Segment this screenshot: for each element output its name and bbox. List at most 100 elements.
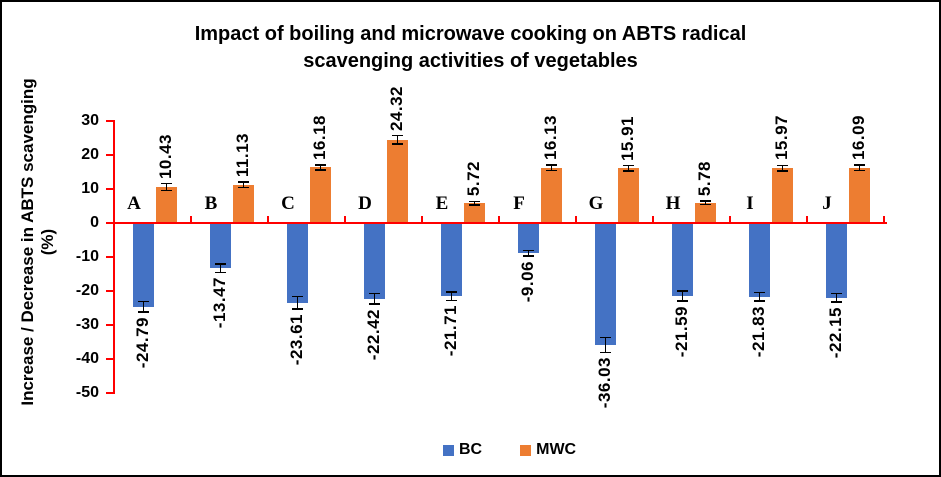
error-bar-bc-a bbox=[142, 301, 144, 312]
category-tick-mark bbox=[575, 215, 577, 223]
category-label-b: B bbox=[204, 193, 218, 214]
category-tick-mark bbox=[344, 215, 346, 223]
bar-bc-i bbox=[748, 222, 770, 297]
y-tick-label: -50 bbox=[75, 383, 99, 401]
category-label-j: J bbox=[822, 193, 832, 214]
error-bar-cap-mwc-i bbox=[776, 164, 788, 167]
error-bar-cap-mwc-a bbox=[160, 189, 172, 192]
error-bar-cap-bc-i bbox=[753, 300, 765, 302]
error-bar-cap-bc-c bbox=[291, 308, 303, 310]
value-label-mwc-g: 15.91 bbox=[618, 115, 638, 161]
error-bar-cap-bc-g bbox=[599, 351, 611, 354]
chart-title: Impact of boiling and microwave cooking … bbox=[2, 21, 939, 75]
bar-mwc-g bbox=[617, 168, 639, 223]
value-label-bc-h: -21.59 bbox=[672, 306, 692, 358]
error-bar-cap-bc-h bbox=[676, 300, 688, 302]
value-label-mwc-b: 11.13 bbox=[233, 132, 253, 177]
value-label-mwc-d: 24.32 bbox=[387, 85, 407, 131]
value-label-bc-d: -22.42 bbox=[364, 308, 384, 361]
y-tick-label: 30 bbox=[81, 111, 99, 129]
y-tick-mark bbox=[106, 357, 115, 360]
y-tick-label: -30 bbox=[75, 315, 99, 333]
error-bar-cap-mwc-g bbox=[622, 170, 634, 172]
error-bar-cap-bc-e bbox=[445, 291, 457, 293]
bar-mwc-f bbox=[540, 167, 562, 223]
bar-bc-e bbox=[440, 222, 462, 297]
bar-bc-h bbox=[671, 222, 693, 296]
error-bar-cap-mwc-a bbox=[160, 182, 172, 185]
category-tick-mark bbox=[883, 215, 885, 223]
value-label-mwc-i: 15.97 bbox=[772, 115, 792, 161]
value-label-mwc-h: 5.78 bbox=[695, 161, 715, 197]
error-bar-mwc-i bbox=[781, 165, 783, 171]
error-bar-cap-mwc-f bbox=[545, 169, 557, 172]
category-label-i: I bbox=[746, 193, 754, 214]
error-bar-cap-bc-d bbox=[368, 292, 380, 295]
bar-mwc-h bbox=[694, 202, 716, 223]
y-tick-mark bbox=[106, 119, 115, 122]
error-bar-cap-bc-b bbox=[214, 263, 226, 265]
bar-bc-j bbox=[825, 222, 847, 298]
error-bar-cap-bc-a bbox=[137, 300, 149, 303]
error-bar-cap-mwc-e bbox=[468, 204, 480, 206]
value-label-mwc-j: 16.09 bbox=[849, 115, 869, 161]
legend-label-bc: BC bbox=[459, 441, 483, 458]
error-bar-cap-bc-f bbox=[522, 249, 534, 252]
bar-bc-c bbox=[286, 222, 308, 303]
legend-swatch-bc bbox=[443, 444, 454, 456]
category-label-f: F bbox=[513, 193, 525, 214]
value-label-mwc-c: 16.18 bbox=[310, 114, 330, 160]
error-bar-cap-mwc-i bbox=[776, 170, 788, 172]
error-bar-cap-mwc-c bbox=[314, 164, 326, 166]
error-bar-cap-bc-j bbox=[830, 301, 842, 303]
error-bar-cap-mwc-h bbox=[699, 203, 711, 206]
bar-mwc-j bbox=[848, 167, 870, 223]
value-label-mwc-e: 5.72 bbox=[464, 161, 484, 197]
error-bar-cap-bc-c bbox=[291, 295, 303, 298]
bar-mwc-i bbox=[771, 168, 793, 223]
error-bar-cap-mwc-e bbox=[468, 200, 480, 203]
error-bar-bc-g bbox=[604, 337, 606, 353]
error-bar-cap-mwc-j bbox=[853, 164, 865, 166]
error-bar-mwc-d bbox=[396, 135, 398, 144]
value-label-bc-e: -21.71 bbox=[441, 305, 461, 357]
x-axis-line bbox=[113, 221, 887, 224]
error-bar-cap-bc-i bbox=[753, 291, 765, 294]
category-label-e: E bbox=[435, 193, 449, 214]
bar-bc-d bbox=[363, 222, 385, 299]
error-bar-bc-b bbox=[219, 264, 221, 273]
bar-mwc-a bbox=[155, 187, 177, 223]
error-bar-cap-bc-f bbox=[522, 255, 534, 257]
error-bar-cap-mwc-c bbox=[314, 169, 326, 171]
error-bar-mwc-e bbox=[473, 201, 475, 205]
y-tick-mark bbox=[106, 153, 115, 156]
legend-item-mwc: MWC bbox=[520, 441, 576, 459]
bar-mwc-d bbox=[386, 139, 408, 223]
error-bar-mwc-b bbox=[242, 181, 244, 188]
category-tick-mark bbox=[498, 215, 500, 223]
category-tick-mark bbox=[806, 215, 808, 223]
y-tick-mark bbox=[106, 221, 115, 224]
y-tick-mark bbox=[106, 323, 115, 326]
error-bar-mwc-g bbox=[627, 165, 629, 172]
y-tick-mark bbox=[106, 255, 115, 258]
error-bar-mwc-f bbox=[550, 164, 552, 171]
error-bar-cap-bc-h bbox=[676, 290, 688, 292]
bar-bc-f bbox=[517, 222, 539, 254]
legend-swatch-mwc bbox=[520, 444, 532, 456]
category-label-h: H bbox=[665, 193, 681, 214]
value-label-bc-c: -23.61 bbox=[287, 313, 307, 366]
error-bar-cap-bc-e bbox=[445, 299, 457, 302]
error-bar-mwc-c bbox=[319, 164, 321, 171]
y-tick-label: -20 bbox=[75, 281, 99, 299]
error-bar-cap-mwc-d bbox=[391, 143, 403, 145]
error-bar-cap-bc-a bbox=[137, 311, 149, 313]
category-tick-mark bbox=[729, 215, 731, 223]
bar-bc-g bbox=[594, 222, 616, 345]
chart-title-line2: scavenging activities of vegetables bbox=[303, 50, 638, 72]
chart-title-line1: Impact of boiling and microwave cooking … bbox=[194, 23, 747, 45]
error-bar-bc-f bbox=[527, 250, 529, 257]
error-bar-cap-mwc-h bbox=[699, 200, 711, 202]
